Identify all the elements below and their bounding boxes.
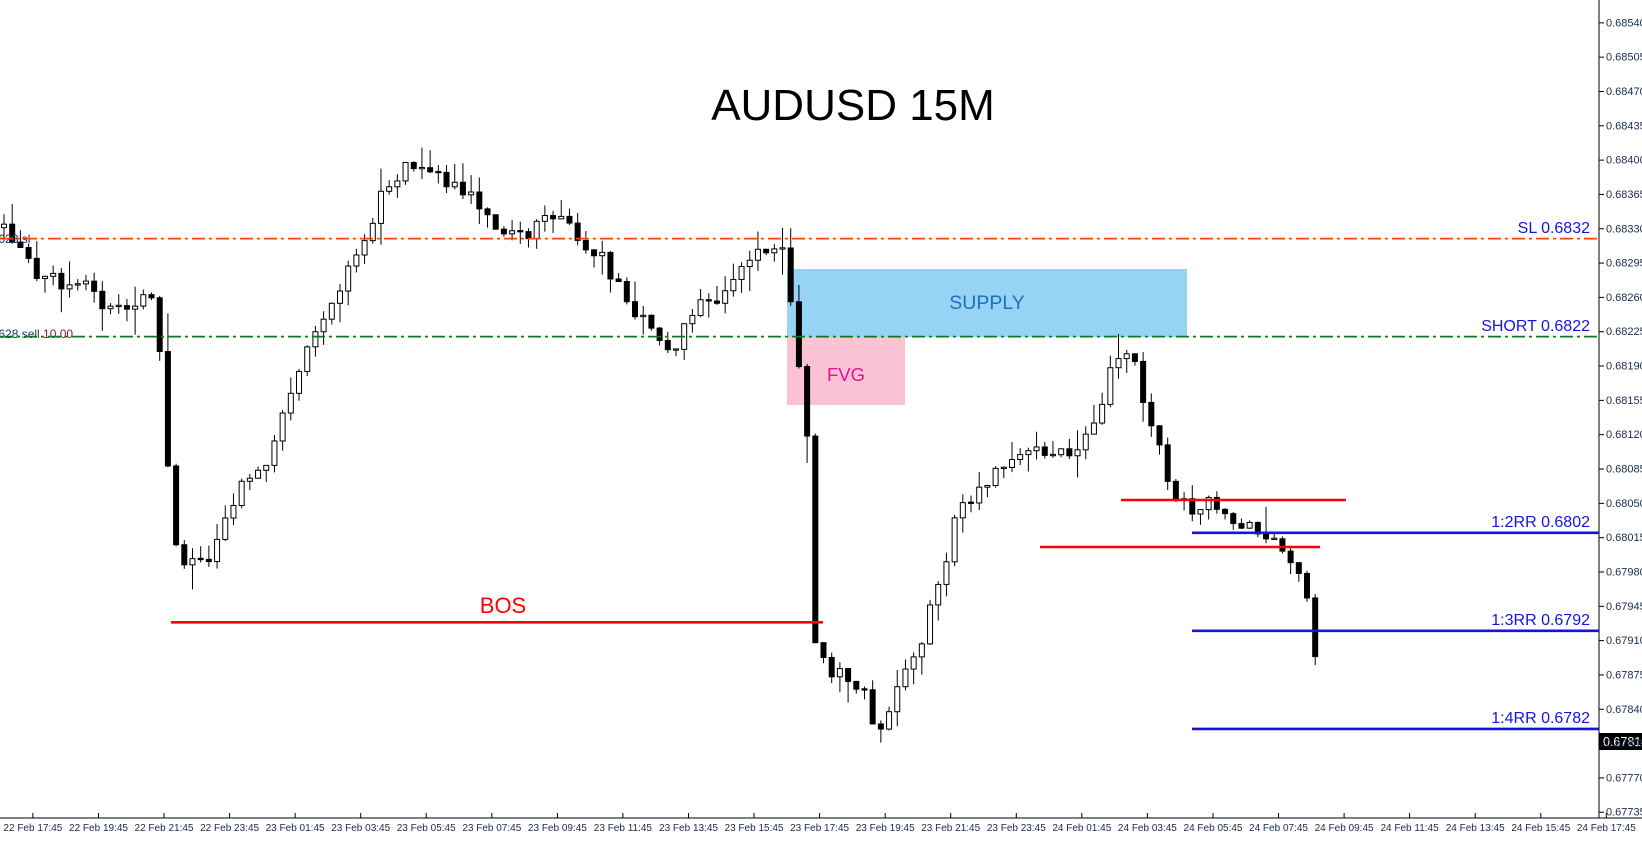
svg-text:2023: 2023	[0, 823, 1, 834]
svg-text:0.68155: 0.68155	[1606, 395, 1642, 407]
svg-text:22 Feb 23:45: 22 Feb 23:45	[200, 823, 259, 834]
svg-text:1:2RR 0.6802: 1:2RR 0.6802	[1491, 514, 1590, 531]
svg-text:0.68015: 0.68015	[1606, 532, 1642, 544]
svg-text:23 Feb 11:45: 23 Feb 11:45	[594, 823, 653, 834]
svg-text:0.68225: 0.68225	[1606, 326, 1642, 338]
svg-text:0.68400: 0.68400	[1606, 155, 1642, 167]
svg-text:SUPPLY: SUPPLY	[949, 292, 1025, 314]
svg-text:23 Feb 03:45: 23 Feb 03:45	[331, 823, 390, 834]
svg-text:0.67735: 0.67735	[1606, 807, 1642, 819]
svg-text:FVG: FVG	[827, 364, 865, 385]
svg-text:1:3RR 0.6792: 1:3RR 0.6792	[1491, 612, 1590, 629]
svg-text:24 Feb 03:45: 24 Feb 03:45	[1118, 823, 1177, 834]
svg-text:0.67910: 0.67910	[1606, 635, 1642, 647]
svg-text:22 Feb 17:45: 22 Feb 17:45	[3, 823, 62, 834]
svg-text:0.68085: 0.68085	[1606, 464, 1642, 476]
svg-text:24 Feb 15:45: 24 Feb 15:45	[1511, 823, 1570, 834]
svg-text:23 Feb 13:45: 23 Feb 13:45	[659, 823, 718, 834]
svg-text:0.68050: 0.68050	[1606, 498, 1642, 510]
svg-text:23 Feb 07:45: 23 Feb 07:45	[462, 823, 521, 834]
svg-text:24 Feb 13:45: 24 Feb 13:45	[1446, 823, 1505, 834]
svg-text:SHORT 0.6822: SHORT 0.6822	[1481, 318, 1590, 335]
svg-text:0.68330: 0.68330	[1606, 223, 1642, 235]
svg-text:23 Feb 01:45: 23 Feb 01:45	[266, 823, 325, 834]
svg-text:24 Feb 01:45: 24 Feb 01:45	[1052, 823, 1111, 834]
svg-text:0.67770: 0.67770	[1606, 772, 1642, 784]
svg-text:24 Feb 05:45: 24 Feb 05:45	[1184, 823, 1243, 834]
svg-text:22 Feb 21:45: 22 Feb 21:45	[135, 823, 194, 834]
svg-text:23 Feb 15:45: 23 Feb 15:45	[725, 823, 784, 834]
svg-text:0.68260: 0.68260	[1606, 292, 1642, 304]
svg-text:0.68435: 0.68435	[1606, 120, 1642, 132]
svg-text:23 Feb 09:45: 23 Feb 09:45	[528, 823, 587, 834]
svg-text:SL 0.6832: SL 0.6832	[1518, 220, 1590, 237]
svg-text:0.67840: 0.67840	[1606, 704, 1642, 716]
svg-text:0.68295: 0.68295	[1606, 258, 1642, 270]
svg-text:24 Feb 11:45: 24 Feb 11:45	[1380, 823, 1439, 834]
svg-text:24 Feb 17:45: 24 Feb 17:45	[1577, 823, 1636, 834]
svg-text:0.67875: 0.67875	[1606, 669, 1642, 681]
svg-text:0.68365: 0.68365	[1606, 189, 1642, 201]
svg-text:23 Feb 17:45: 23 Feb 17:45	[790, 823, 849, 834]
svg-text:0.67945: 0.67945	[1606, 601, 1642, 613]
svg-text:23 Feb 19:45: 23 Feb 19:45	[856, 823, 915, 834]
svg-text:0.68190: 0.68190	[1606, 361, 1642, 373]
svg-text:0.68540: 0.68540	[1606, 17, 1642, 29]
svg-text:0.67980: 0.67980	[1606, 566, 1642, 578]
svg-text:24 Feb 09:45: 24 Feb 09:45	[1315, 823, 1374, 834]
svg-text:23 Feb 05:45: 23 Feb 05:45	[397, 823, 456, 834]
svg-text:23 Feb 23:45: 23 Feb 23:45	[987, 823, 1046, 834]
svg-text:BOS: BOS	[480, 593, 526, 618]
svg-text:0.67805: 0.67805	[1606, 738, 1642, 750]
svg-text:22 Feb 19:45: 22 Feb 19:45	[69, 823, 128, 834]
svg-text:24 Feb 07:45: 24 Feb 07:45	[1249, 823, 1308, 834]
svg-text:0.68505: 0.68505	[1606, 52, 1642, 64]
svg-text:91628 sell 10.00: 91628 sell 10.00	[0, 327, 73, 341]
svg-text:1:4RR 0.6782: 1:4RR 0.6782	[1491, 710, 1590, 727]
svg-text:23 Feb 21:45: 23 Feb 21:45	[921, 823, 980, 834]
svg-text:0.68120: 0.68120	[1606, 429, 1642, 441]
svg-text:0.68470: 0.68470	[1606, 86, 1642, 98]
